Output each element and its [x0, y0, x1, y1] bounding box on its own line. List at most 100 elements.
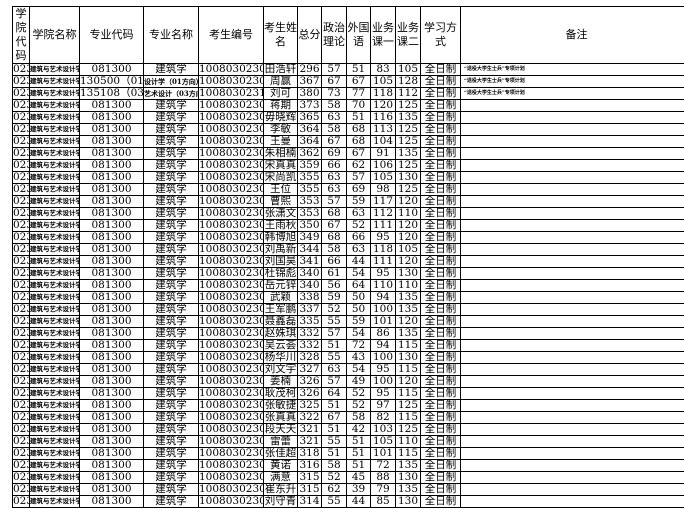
- cell-total-score: 332: [298, 340, 322, 352]
- cell-candidate-name: 韩博旭: [264, 232, 298, 244]
- cell-remarks: [461, 460, 684, 472]
- cell-politics-score: 67: [322, 412, 347, 424]
- cell-study-mode: 全日制: [421, 304, 461, 316]
- cell-major-name: 建筑学: [144, 220, 199, 232]
- cell-total-score: 353: [298, 196, 322, 208]
- cell-college-name: 建筑与艺术设计学院: [30, 112, 80, 124]
- cell-college-code: 023: [13, 64, 30, 76]
- cell-candidate-name: 刘禹新: [264, 244, 298, 256]
- cell-subject-one-score: 95: [371, 388, 396, 400]
- cell-major-name: 建筑学: [144, 160, 199, 172]
- cell-subject-two-score: 125: [396, 160, 421, 172]
- cell-foreign-language-score: 67: [347, 76, 371, 88]
- cell-candidate-id: 100803023010103: [199, 256, 264, 268]
- cell-remarks: [461, 496, 684, 508]
- cell-major-code: 081300: [80, 64, 144, 76]
- cell-major-name: 建筑学: [144, 256, 199, 268]
- cell-college-code: 023: [13, 388, 30, 400]
- cell-total-score: 367: [298, 76, 322, 88]
- cell-foreign-language-score: 51: [347, 436, 371, 448]
- cell-candidate-id: 100803023010064: [199, 64, 264, 76]
- cell-remarks: [461, 148, 684, 160]
- cell-subject-two-score: 115: [396, 412, 421, 424]
- table-row: 023建筑与艺术设计学院081300建筑学100803023010054张潇文3…: [13, 208, 684, 220]
- cell-major-name: 艺术设计（03方向）: [144, 88, 199, 100]
- cell-foreign-language-score: 57: [347, 172, 371, 184]
- cell-study-mode: 全日制: [421, 328, 461, 340]
- cell-subject-one-score: 105: [371, 76, 396, 88]
- cell-subject-one-score: 106: [371, 160, 396, 172]
- cell-candidate-name: 雷蕾: [264, 436, 298, 448]
- cell-foreign-language-score: 43: [347, 352, 371, 364]
- cell-candidate-name: 杜锦彪: [264, 268, 298, 280]
- cell-politics-score: 51: [322, 424, 347, 436]
- cell-candidate-id: 100803023010133: [199, 184, 264, 196]
- cell-college-name: 建筑与艺术设计学院: [30, 148, 80, 160]
- cell-total-score: 335: [298, 316, 322, 328]
- cell-remarks: [461, 112, 684, 124]
- cell-college-code: 023: [13, 424, 30, 436]
- cell-foreign-language-score: 52: [347, 400, 371, 412]
- cell-candidate-id: 100803023010076: [199, 376, 264, 388]
- cell-candidate-id: 100803023010081: [199, 364, 264, 376]
- cell-college-name: 建筑与艺术设计学院: [30, 304, 80, 316]
- cell-college-name: 建筑与艺术设计学院: [30, 412, 80, 424]
- cell-subject-one-score: 118: [371, 244, 396, 256]
- table-row: 023建筑与艺术设计学院081300建筑学100803023010142张佳超3…: [13, 448, 684, 460]
- cell-college-name: 建筑与艺术设计学院: [30, 268, 80, 280]
- cell-major-code: 081300: [80, 208, 144, 220]
- cell-major-code: 081300: [80, 388, 144, 400]
- cell-candidate-id: 100803023010054: [199, 208, 264, 220]
- cell-remarks: [461, 268, 684, 280]
- cell-subject-one-score: 101: [371, 448, 396, 460]
- cell-politics-score: 67: [322, 76, 347, 88]
- cell-college-name: 建筑与艺术设计学院: [30, 64, 80, 76]
- cell-college-code: 023: [13, 196, 30, 208]
- cell-politics-score: 52: [322, 304, 347, 316]
- cell-remarks: [461, 292, 684, 304]
- cell-politics-score: 61: [322, 268, 347, 280]
- table-row: 023建筑与艺术设计学院081300建筑学100803023010094宋尚凯3…: [13, 172, 684, 184]
- cell-foreign-language-score: 63: [347, 244, 371, 256]
- cell-candidate-id: 100803023010138: [199, 340, 264, 352]
- cell-politics-score: 55: [322, 316, 347, 328]
- cell-total-score: 322: [298, 412, 322, 424]
- cell-foreign-language-score: 67: [347, 148, 371, 160]
- cell-subject-one-score: 94: [371, 292, 396, 304]
- cell-subject-two-score: 120: [396, 220, 421, 232]
- cell-candidate-name: 赵姝琪: [264, 328, 298, 340]
- cell-subject-two-score: 125: [396, 100, 421, 112]
- cell-politics-score: 57: [322, 64, 347, 76]
- table-row: 023建筑与艺术设计学院081300建筑学100803023010143岳元锌3…: [13, 280, 684, 292]
- cell-major-name: 建筑学: [144, 364, 199, 376]
- cell-major-name: 建筑学: [144, 400, 199, 412]
- cell-major-name: 建筑学: [144, 124, 199, 136]
- cell-study-mode: 全日制: [421, 244, 461, 256]
- cell-total-score: 296: [298, 64, 322, 76]
- cell-study-mode: 全日制: [421, 148, 461, 160]
- cell-major-code: 081300: [80, 196, 144, 208]
- cell-candidate-id: 100803023100088: [199, 88, 264, 100]
- cell-candidate-name: 张真真: [264, 412, 298, 424]
- cell-foreign-language-score: 45: [347, 472, 371, 484]
- cell-major-name: 建筑学: [144, 496, 199, 508]
- cell-subject-one-score: 95: [371, 232, 396, 244]
- cell-major-name: 建筑学: [144, 484, 199, 496]
- cell-subject-one-score: 104: [371, 136, 396, 148]
- cell-subject-two-score: 120: [396, 196, 421, 208]
- cell-college-code: 023: [13, 436, 30, 448]
- cell-major-name: 建筑学: [144, 376, 199, 388]
- header-total-score: 总分: [298, 7, 322, 64]
- cell-remarks: [461, 364, 684, 376]
- cell-major-code: 081300: [80, 280, 144, 292]
- cell-politics-score: 51: [322, 340, 347, 352]
- table-row: 023建筑与艺术设计学院081300建筑学100803023010006黄诺31…: [13, 460, 684, 472]
- cell-study-mode: 全日制: [421, 208, 461, 220]
- cell-foreign-language-score: 54: [347, 328, 371, 340]
- cell-college-name: 建筑与艺术设计学院: [30, 196, 80, 208]
- cell-subject-one-score: 118: [371, 88, 396, 100]
- cell-college-code: 023: [13, 268, 30, 280]
- cell-remarks: “退役大学生士兵”专项计划: [461, 88, 684, 100]
- cell-politics-score: 66: [322, 160, 347, 172]
- cell-subject-two-score: 115: [396, 448, 421, 460]
